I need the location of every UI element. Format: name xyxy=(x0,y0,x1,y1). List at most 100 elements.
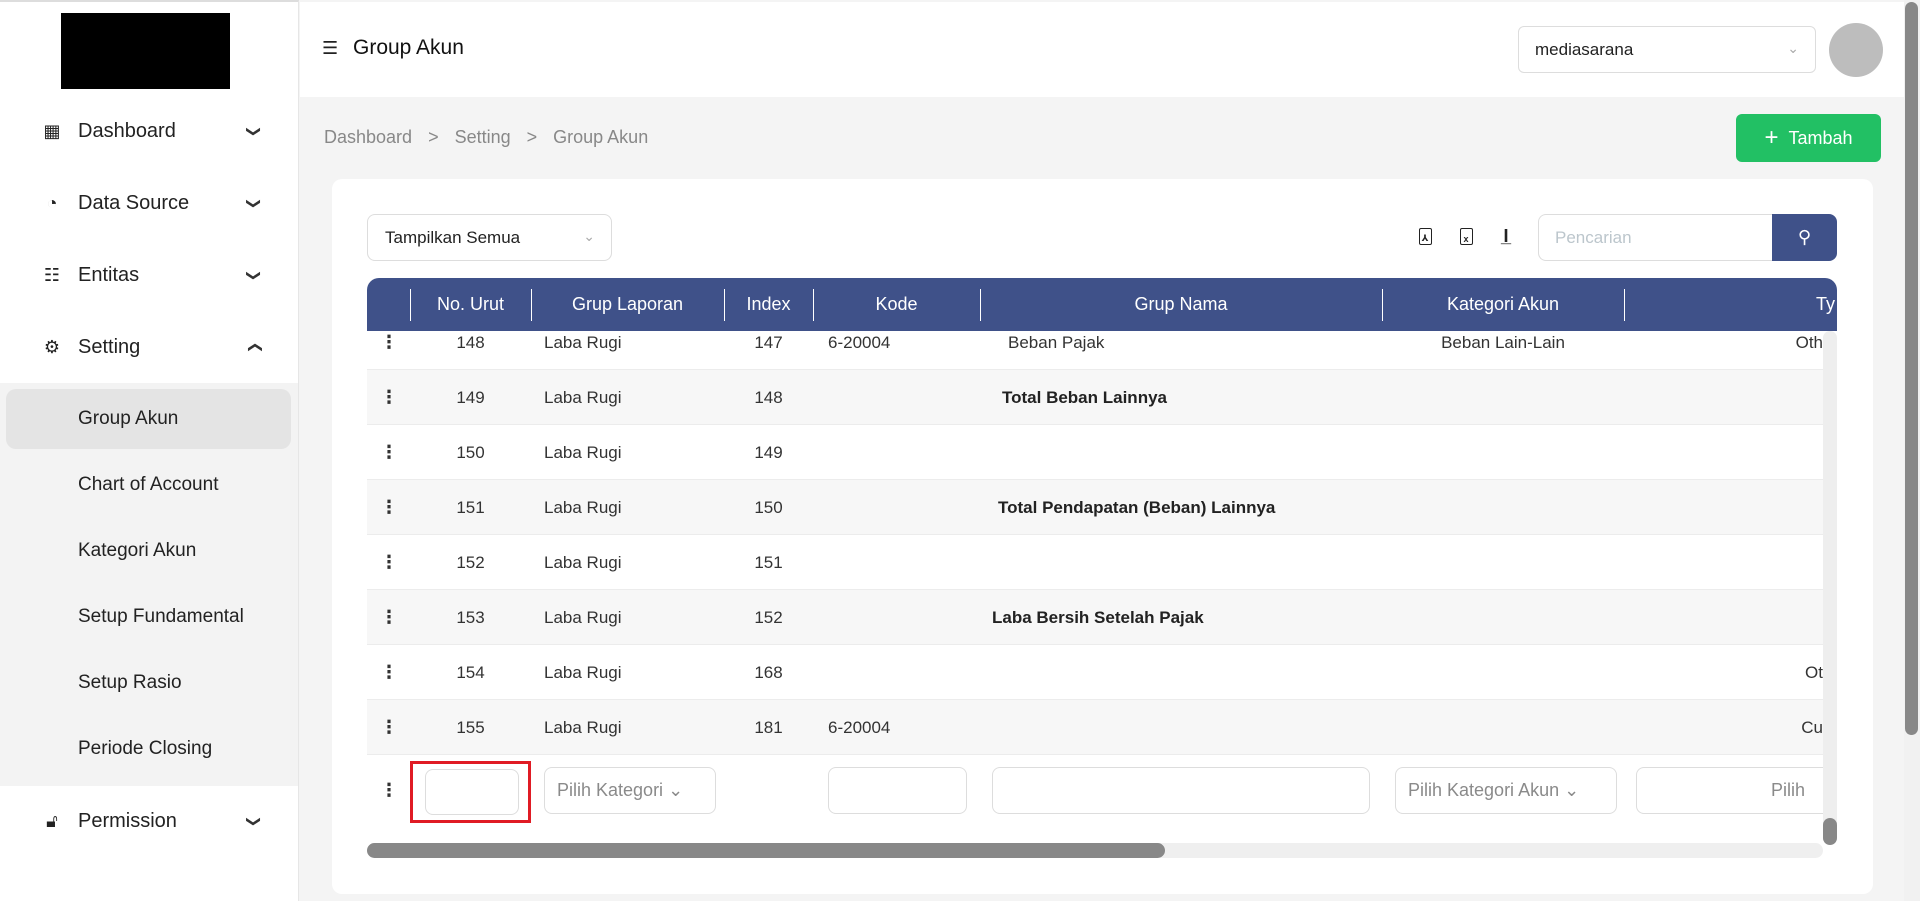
sidebar-item-permission[interactable]: 🔓︎ Permission ❯ xyxy=(0,796,299,846)
sidebar-item-dashboard[interactable]: ▦ Dashboard ❯ xyxy=(43,119,263,142)
cell-index: 152 xyxy=(754,607,783,627)
cell-kategori-akun: Beban Lain-Lain xyxy=(1441,332,1565,352)
grup-laporan-select[interactable]: Pilih Kategori ⌄ xyxy=(544,767,716,814)
col-kategori-akun[interactable]: Kategori Akun xyxy=(1446,294,1560,314)
table-row[interactable]: ⋮ 154 Laba Rugi 168 Ot xyxy=(367,645,1823,700)
setting-submenu: Group Akun Chart of Account Kategori Akun S… xyxy=(0,383,298,786)
cell-type xyxy=(1624,535,1823,590)
vertical-scroll-thumb[interactable] xyxy=(1823,818,1837,845)
col-kode[interactable]: Kode xyxy=(875,294,918,314)
table-row[interactable]: ⋮ 149 Laba Rugi 148 Total Beban Lainnya xyxy=(367,370,1823,425)
kode-input[interactable] xyxy=(828,767,967,814)
cell-type: Oth xyxy=(1795,332,1823,352)
vertical-scrollbar[interactable] xyxy=(1823,331,1837,841)
row-menu-icon[interactable]: ⋮ xyxy=(380,332,398,352)
breadcrumb-dashboard[interactable]: Dashboard xyxy=(324,127,413,147)
cell-grup-nama: Laba Bersih Setelah Pajak xyxy=(992,607,1204,627)
cell-kode: 6-20004 xyxy=(828,332,891,352)
cell-kode: 6-20004 xyxy=(828,717,891,737)
cell-no-urut: 152 xyxy=(456,552,485,572)
cell-grup-laporan: Laba Rugi xyxy=(544,717,622,737)
sidebar-item-entitas[interactable]: ☷ Entitas ❯ xyxy=(43,263,263,286)
cell-kategori-akun xyxy=(1382,535,1624,590)
type-input[interactable]: Pilih xyxy=(1636,767,1823,814)
sidebar-subitem-chart-of-account[interactable]: Chart of Account xyxy=(78,474,219,495)
horizontal-scroll-thumb[interactable] xyxy=(367,843,1165,858)
search-input[interactable]: Pencarian xyxy=(1538,214,1774,261)
grup-nama-input[interactable] xyxy=(992,767,1370,814)
cell-grup-laporan: Laba Rugi xyxy=(544,662,622,682)
breadcrumb-separator: > xyxy=(526,127,538,147)
column-height-icon[interactable]: I̲ xyxy=(1503,225,1509,246)
chevron-down-icon: ❯ xyxy=(246,815,263,827)
cell-no-urut: 148 xyxy=(456,332,485,352)
cell-no-urut: 154 xyxy=(456,662,485,682)
col-index[interactable]: Index xyxy=(746,294,791,314)
sidebar-item-setting[interactable]: ⚙︎ Setting ❯ xyxy=(43,335,262,358)
sidebar-item-data-source[interactable]: ◔ Data Source ❯ xyxy=(0,178,299,228)
row-menu-icon[interactable]: ⋮ xyxy=(380,497,398,517)
chevron-down-icon: ❯ xyxy=(246,125,263,137)
row-menu-icon[interactable]: ⋮ xyxy=(380,442,398,462)
cell-grup-nama: Beban Pajak xyxy=(1008,332,1105,352)
col-grup-laporan[interactable]: Grup Laporan xyxy=(571,294,684,314)
grup-laporan-placeholder: Pilih Kategori xyxy=(557,780,664,800)
kategori-akun-placeholder: Pilih Kategori Akun xyxy=(1408,780,1560,800)
avatar[interactable] xyxy=(1829,23,1883,77)
col-grup-nama[interactable]: Grup Nama xyxy=(1134,294,1228,314)
kategori-akun-select[interactable]: Pilih Kategori Akun ⌄ xyxy=(1395,767,1617,814)
col-no-urut[interactable]: No. Urut xyxy=(436,294,505,314)
sidebar: ▦ Dashboard ❯ ◔ Data Source ❯ ☷ Entitas ❯ ⚙︎ Setti… xyxy=(0,0,299,901)
cell-type: Ot xyxy=(1805,662,1823,682)
chevron-down-icon: ❯ xyxy=(246,269,263,281)
cell-type xyxy=(1624,480,1823,535)
chevron-down-icon: ⌄ xyxy=(1787,40,1799,56)
table-row[interactable]: ⋮ 150 Laba Rugi 149 xyxy=(367,425,1823,480)
table-body: ⋮ 155 Laba Rugi 181 6-20004 Cu ⋮ 154 Laba… xyxy=(367,331,1823,831)
chevron-up-icon: ❯ xyxy=(245,341,262,353)
filter-select[interactable]: Tampilkan Semua ⌄ xyxy=(367,214,612,261)
company-select[interactable]: mediasarana ⌄ xyxy=(1518,26,1816,73)
sidebar-subitem-group-akun[interactable]: Group Akun xyxy=(6,389,291,449)
row-menu-icon[interactable]: ⋮ xyxy=(380,662,398,682)
cell-type xyxy=(1624,590,1823,645)
sidebar-subitem-kategori-akun[interactable]: Kategori Akun xyxy=(78,540,197,561)
no-urut-input[interactable] xyxy=(425,769,519,815)
search-icon: ⚲ xyxy=(1797,227,1812,247)
sliders-icon: ☷ xyxy=(43,264,61,285)
table-row[interactable]: ⋮ 148 Laba Rugi 147 6-20004 Beban Pajak … xyxy=(367,331,1823,370)
table-row[interactable]: ⋮ 152 Laba Rugi 151 xyxy=(367,535,1823,590)
cell-no-urut: 150 xyxy=(456,442,485,462)
table-row[interactable]: ⋮ 153 Laba Rugi 152 Laba Bersih Setelah … xyxy=(367,590,1823,645)
page-scroll-thumb[interactable] xyxy=(1905,2,1918,735)
cell-kategori-akun xyxy=(1382,645,1624,700)
row-menu-icon[interactable]: ⋮ xyxy=(380,717,398,737)
row-menu-icon[interactable]: ⋮ xyxy=(380,779,398,800)
table-header: No. Urut Grup Laporan Index Kode Grup Na… xyxy=(367,278,1837,331)
new-row-form: ⋮ Pilih Kategori ⌄ Pilih Kategori Akun ⌄… xyxy=(367,755,1823,825)
cell-grup-nama: Total Beban Lainnya xyxy=(1002,387,1167,407)
sidebar-subitem-setup-fundamental[interactable]: Setup Fundamental xyxy=(78,606,244,627)
cell-grup-laporan: Laba Rugi xyxy=(544,552,622,572)
table-row[interactable]: ⋮ 155 Laba Rugi 181 6-20004 Cu xyxy=(367,700,1823,755)
cell-kategori-akun xyxy=(1382,370,1624,425)
cell-grup-laporan: Laba Rugi xyxy=(544,607,622,627)
search-button[interactable]: ⚲ xyxy=(1772,214,1837,261)
col-type[interactable]: Ty xyxy=(1815,294,1835,314)
add-button-label: Tambah xyxy=(1788,127,1853,148)
collapse-menu-icon[interactable]: ☰ xyxy=(322,38,339,58)
logo xyxy=(61,13,230,89)
row-menu-icon[interactable]: ⋮ xyxy=(380,552,398,572)
export-excel-icon[interactable]: x xyxy=(1455,224,1477,248)
company-value: mediasarana xyxy=(1535,40,1634,59)
row-menu-icon[interactable]: ⋮ xyxy=(380,387,398,407)
sidebar-subitem-setup-rasio[interactable]: Setup Rasio xyxy=(78,672,182,693)
row-menu-icon[interactable]: ⋮ xyxy=(380,607,398,627)
breadcrumb-setting[interactable]: Setting xyxy=(454,127,511,147)
cell-no-urut: 153 xyxy=(456,607,485,627)
table-row[interactable]: ⋮ 151 Laba Rugi 150 Total Pendapatan (Be… xyxy=(367,480,1823,535)
cell-grup-nama: Total Pendapatan (Beban) Lainnya xyxy=(998,497,1276,517)
add-button[interactable]: + Tambah xyxy=(1736,114,1881,162)
sidebar-subitem-periode-closing[interactable]: Periode Closing xyxy=(78,738,213,759)
export-pdf-icon[interactable]: ⅄ xyxy=(1414,224,1436,248)
